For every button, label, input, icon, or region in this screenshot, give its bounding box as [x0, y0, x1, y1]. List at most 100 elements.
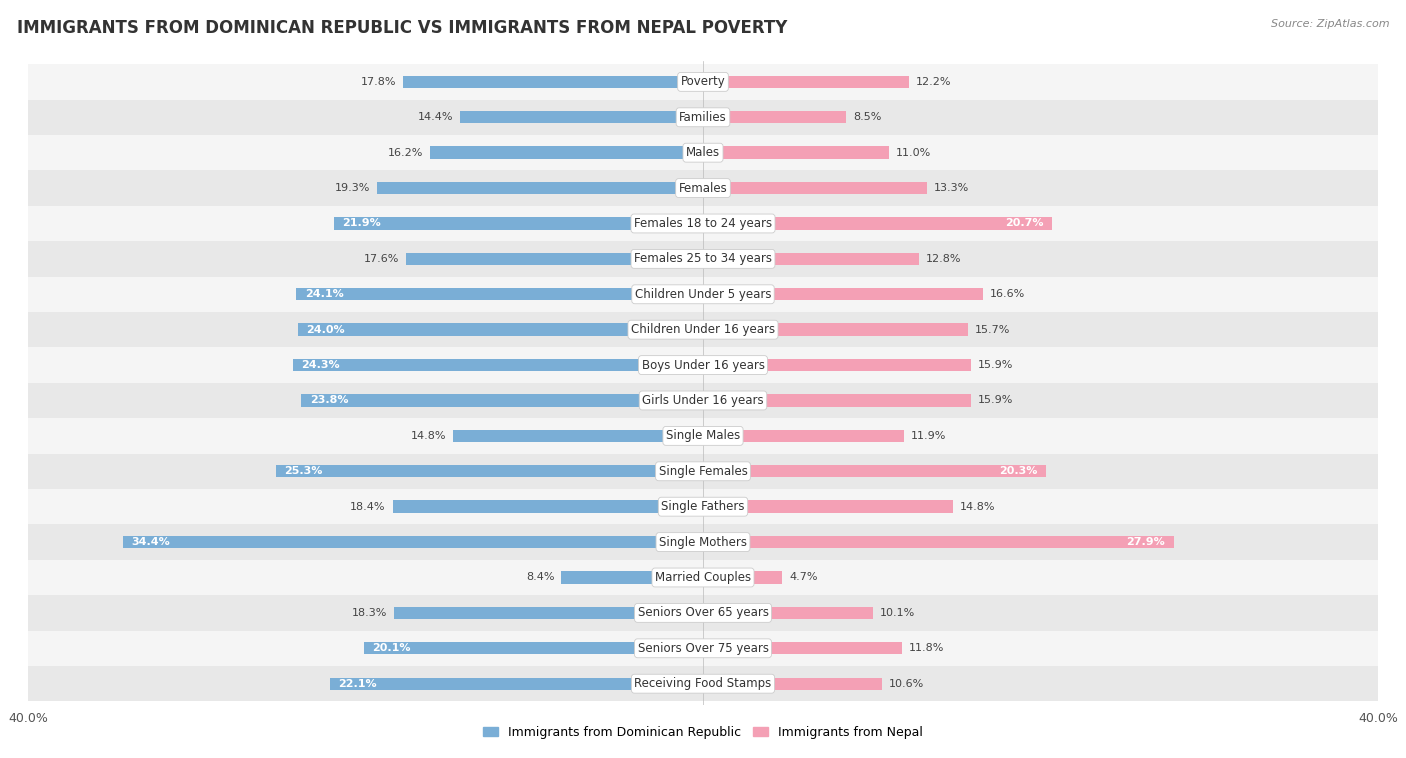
Bar	[703, 146, 889, 159]
Bar	[703, 76, 908, 88]
Text: 12.8%: 12.8%	[925, 254, 962, 264]
Text: 18.4%: 18.4%	[350, 502, 385, 512]
Text: 8.5%: 8.5%	[853, 112, 882, 122]
Text: Single Males: Single Males	[666, 429, 740, 443]
Text: Poverty: Poverty	[681, 75, 725, 89]
Text: 14.8%: 14.8%	[411, 431, 447, 441]
Text: Single Fathers: Single Fathers	[661, 500, 745, 513]
Text: 8.4%: 8.4%	[526, 572, 554, 582]
Text: 12.2%: 12.2%	[915, 77, 950, 87]
Bar	[703, 642, 903, 654]
Bar	[430, 146, 703, 159]
Bar	[28, 383, 1378, 418]
Bar	[28, 135, 1378, 171]
Bar	[460, 111, 703, 124]
Text: 24.0%: 24.0%	[307, 324, 344, 335]
Bar	[28, 666, 1378, 701]
Text: Children Under 5 years: Children Under 5 years	[634, 288, 772, 301]
Text: 24.1%: 24.1%	[305, 290, 343, 299]
Bar	[28, 489, 1378, 525]
Bar	[28, 595, 1378, 631]
Text: 11.0%: 11.0%	[896, 148, 931, 158]
Text: Receiving Food Stamps: Receiving Food Stamps	[634, 677, 772, 691]
Bar	[297, 288, 703, 300]
Text: Children Under 16 years: Children Under 16 years	[631, 323, 775, 337]
Bar	[703, 536, 1174, 548]
Text: 14.4%: 14.4%	[418, 112, 453, 122]
Bar	[28, 453, 1378, 489]
Bar	[703, 252, 920, 265]
Text: 15.9%: 15.9%	[979, 396, 1014, 406]
Bar	[561, 572, 703, 584]
Bar	[28, 560, 1378, 595]
Text: 16.2%: 16.2%	[388, 148, 423, 158]
Bar	[406, 252, 703, 265]
Text: Girls Under 16 years: Girls Under 16 years	[643, 394, 763, 407]
Bar	[28, 418, 1378, 453]
Text: 23.8%: 23.8%	[309, 396, 349, 406]
Text: IMMIGRANTS FROM DOMINICAN REPUBLIC VS IMMIGRANTS FROM NEPAL POVERTY: IMMIGRANTS FROM DOMINICAN REPUBLIC VS IM…	[17, 19, 787, 37]
Text: 14.8%: 14.8%	[959, 502, 995, 512]
Bar	[330, 678, 703, 690]
Bar	[703, 500, 953, 513]
Bar	[28, 312, 1378, 347]
Bar	[703, 359, 972, 371]
Bar	[703, 288, 983, 300]
Bar	[292, 359, 703, 371]
Text: 11.8%: 11.8%	[908, 644, 945, 653]
Text: 11.9%: 11.9%	[911, 431, 946, 441]
Text: 34.4%: 34.4%	[131, 537, 170, 547]
Bar	[301, 394, 703, 407]
Text: 20.3%: 20.3%	[998, 466, 1038, 476]
Bar	[28, 99, 1378, 135]
Bar	[377, 182, 703, 194]
Legend: Immigrants from Dominican Republic, Immigrants from Nepal: Immigrants from Dominican Republic, Immi…	[478, 721, 928, 744]
Text: Females 25 to 34 years: Females 25 to 34 years	[634, 252, 772, 265]
Bar	[122, 536, 703, 548]
Bar	[703, 606, 873, 619]
Text: 19.3%: 19.3%	[335, 183, 371, 193]
Text: 24.3%: 24.3%	[301, 360, 340, 370]
Bar	[28, 277, 1378, 312]
Bar	[276, 465, 703, 478]
Text: 16.6%: 16.6%	[990, 290, 1025, 299]
Bar	[28, 205, 1378, 241]
Text: Families: Families	[679, 111, 727, 124]
Bar	[28, 525, 1378, 560]
Bar	[703, 218, 1052, 230]
Text: 10.6%: 10.6%	[889, 678, 924, 689]
Text: 4.7%: 4.7%	[789, 572, 817, 582]
Text: 18.3%: 18.3%	[352, 608, 388, 618]
Text: Seniors Over 75 years: Seniors Over 75 years	[637, 642, 769, 655]
Bar	[453, 430, 703, 442]
Text: 15.9%: 15.9%	[979, 360, 1014, 370]
Text: Married Couples: Married Couples	[655, 571, 751, 584]
Bar	[28, 171, 1378, 205]
Bar	[402, 76, 703, 88]
Bar	[333, 218, 703, 230]
Bar	[703, 324, 967, 336]
Bar	[298, 324, 703, 336]
Text: 10.1%: 10.1%	[880, 608, 915, 618]
Text: Males: Males	[686, 146, 720, 159]
Text: 20.7%: 20.7%	[1005, 218, 1043, 228]
Text: 17.6%: 17.6%	[364, 254, 399, 264]
Bar	[28, 347, 1378, 383]
Bar	[703, 465, 1046, 478]
Text: 13.3%: 13.3%	[934, 183, 969, 193]
Bar	[392, 500, 703, 513]
Bar	[703, 394, 972, 407]
Bar	[28, 241, 1378, 277]
Text: 22.1%: 22.1%	[339, 678, 377, 689]
Bar	[703, 572, 782, 584]
Text: 27.9%: 27.9%	[1126, 537, 1166, 547]
Text: Source: ZipAtlas.com: Source: ZipAtlas.com	[1271, 19, 1389, 29]
Bar	[703, 678, 882, 690]
Bar	[28, 64, 1378, 99]
Text: 25.3%: 25.3%	[284, 466, 323, 476]
Text: Females 18 to 24 years: Females 18 to 24 years	[634, 217, 772, 230]
Bar	[394, 606, 703, 619]
Text: Seniors Over 65 years: Seniors Over 65 years	[637, 606, 769, 619]
Text: Females: Females	[679, 182, 727, 195]
Text: 20.1%: 20.1%	[373, 644, 411, 653]
